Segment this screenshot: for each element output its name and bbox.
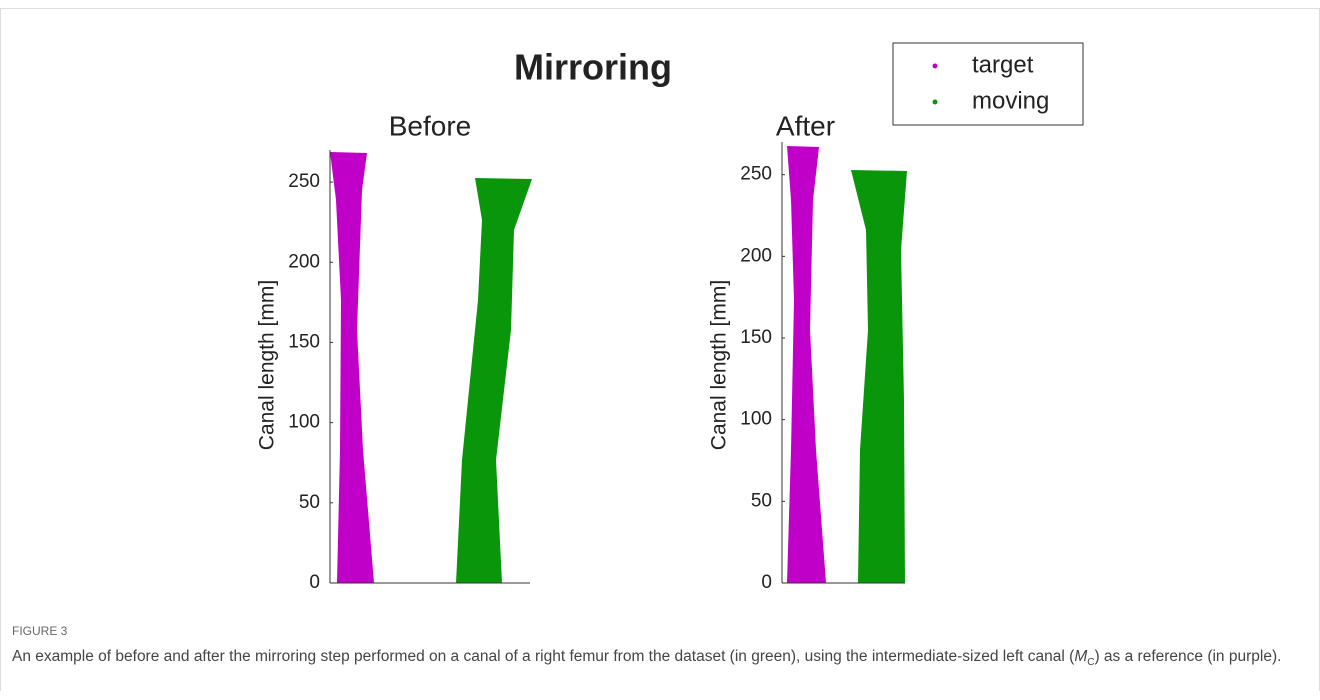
legend-label: moving — [972, 87, 1049, 114]
y-tick-label: 0 — [309, 572, 320, 593]
y-axis-label: Canal length [mm] — [708, 280, 731, 450]
y-tick-label: 150 — [740, 327, 772, 348]
legend-label: target — [972, 51, 1034, 78]
panel-title: After — [776, 110, 835, 141]
y-tick-label: 100 — [740, 409, 772, 430]
subscript: C — [1087, 657, 1095, 669]
figure: Mirroring target moving Before 0 50 100 150 200… — [256, 42, 1084, 593]
y-tick-label: 250 — [740, 164, 772, 185]
y-tick-label: 200 — [288, 251, 320, 272]
y-tick-label: 0 — [761, 572, 772, 593]
legend-box — [892, 42, 1084, 126]
y-tick-label: 150 — [288, 331, 320, 352]
y-tick-label: 200 — [740, 245, 772, 266]
target-cloud — [330, 152, 374, 583]
legend-marker — [932, 63, 938, 69]
caption: An example of before and after the mirro… — [12, 644, 1297, 675]
y-tick-label: 100 — [288, 412, 320, 433]
moving-cloud — [851, 170, 907, 583]
caption-text: An example of before and after the mirro… — [12, 648, 1075, 665]
figure-label: FIGURE 3 — [12, 624, 68, 638]
panel-title: Before — [389, 110, 472, 141]
y-tick-label: 250 — [288, 171, 320, 192]
figure-title: Mirroring — [514, 47, 672, 88]
legend-marker — [932, 99, 938, 105]
y-tick-label: 50 — [751, 490, 772, 511]
y-tick-label: 50 — [299, 492, 320, 513]
y-axis-label: Canal length [mm] — [256, 280, 279, 450]
symbol: M — [1074, 648, 1088, 665]
moving-cloud — [456, 178, 532, 583]
caption-text: ) as a reference (in purple). — [1094, 648, 1282, 665]
target-cloud — [787, 146, 826, 583]
